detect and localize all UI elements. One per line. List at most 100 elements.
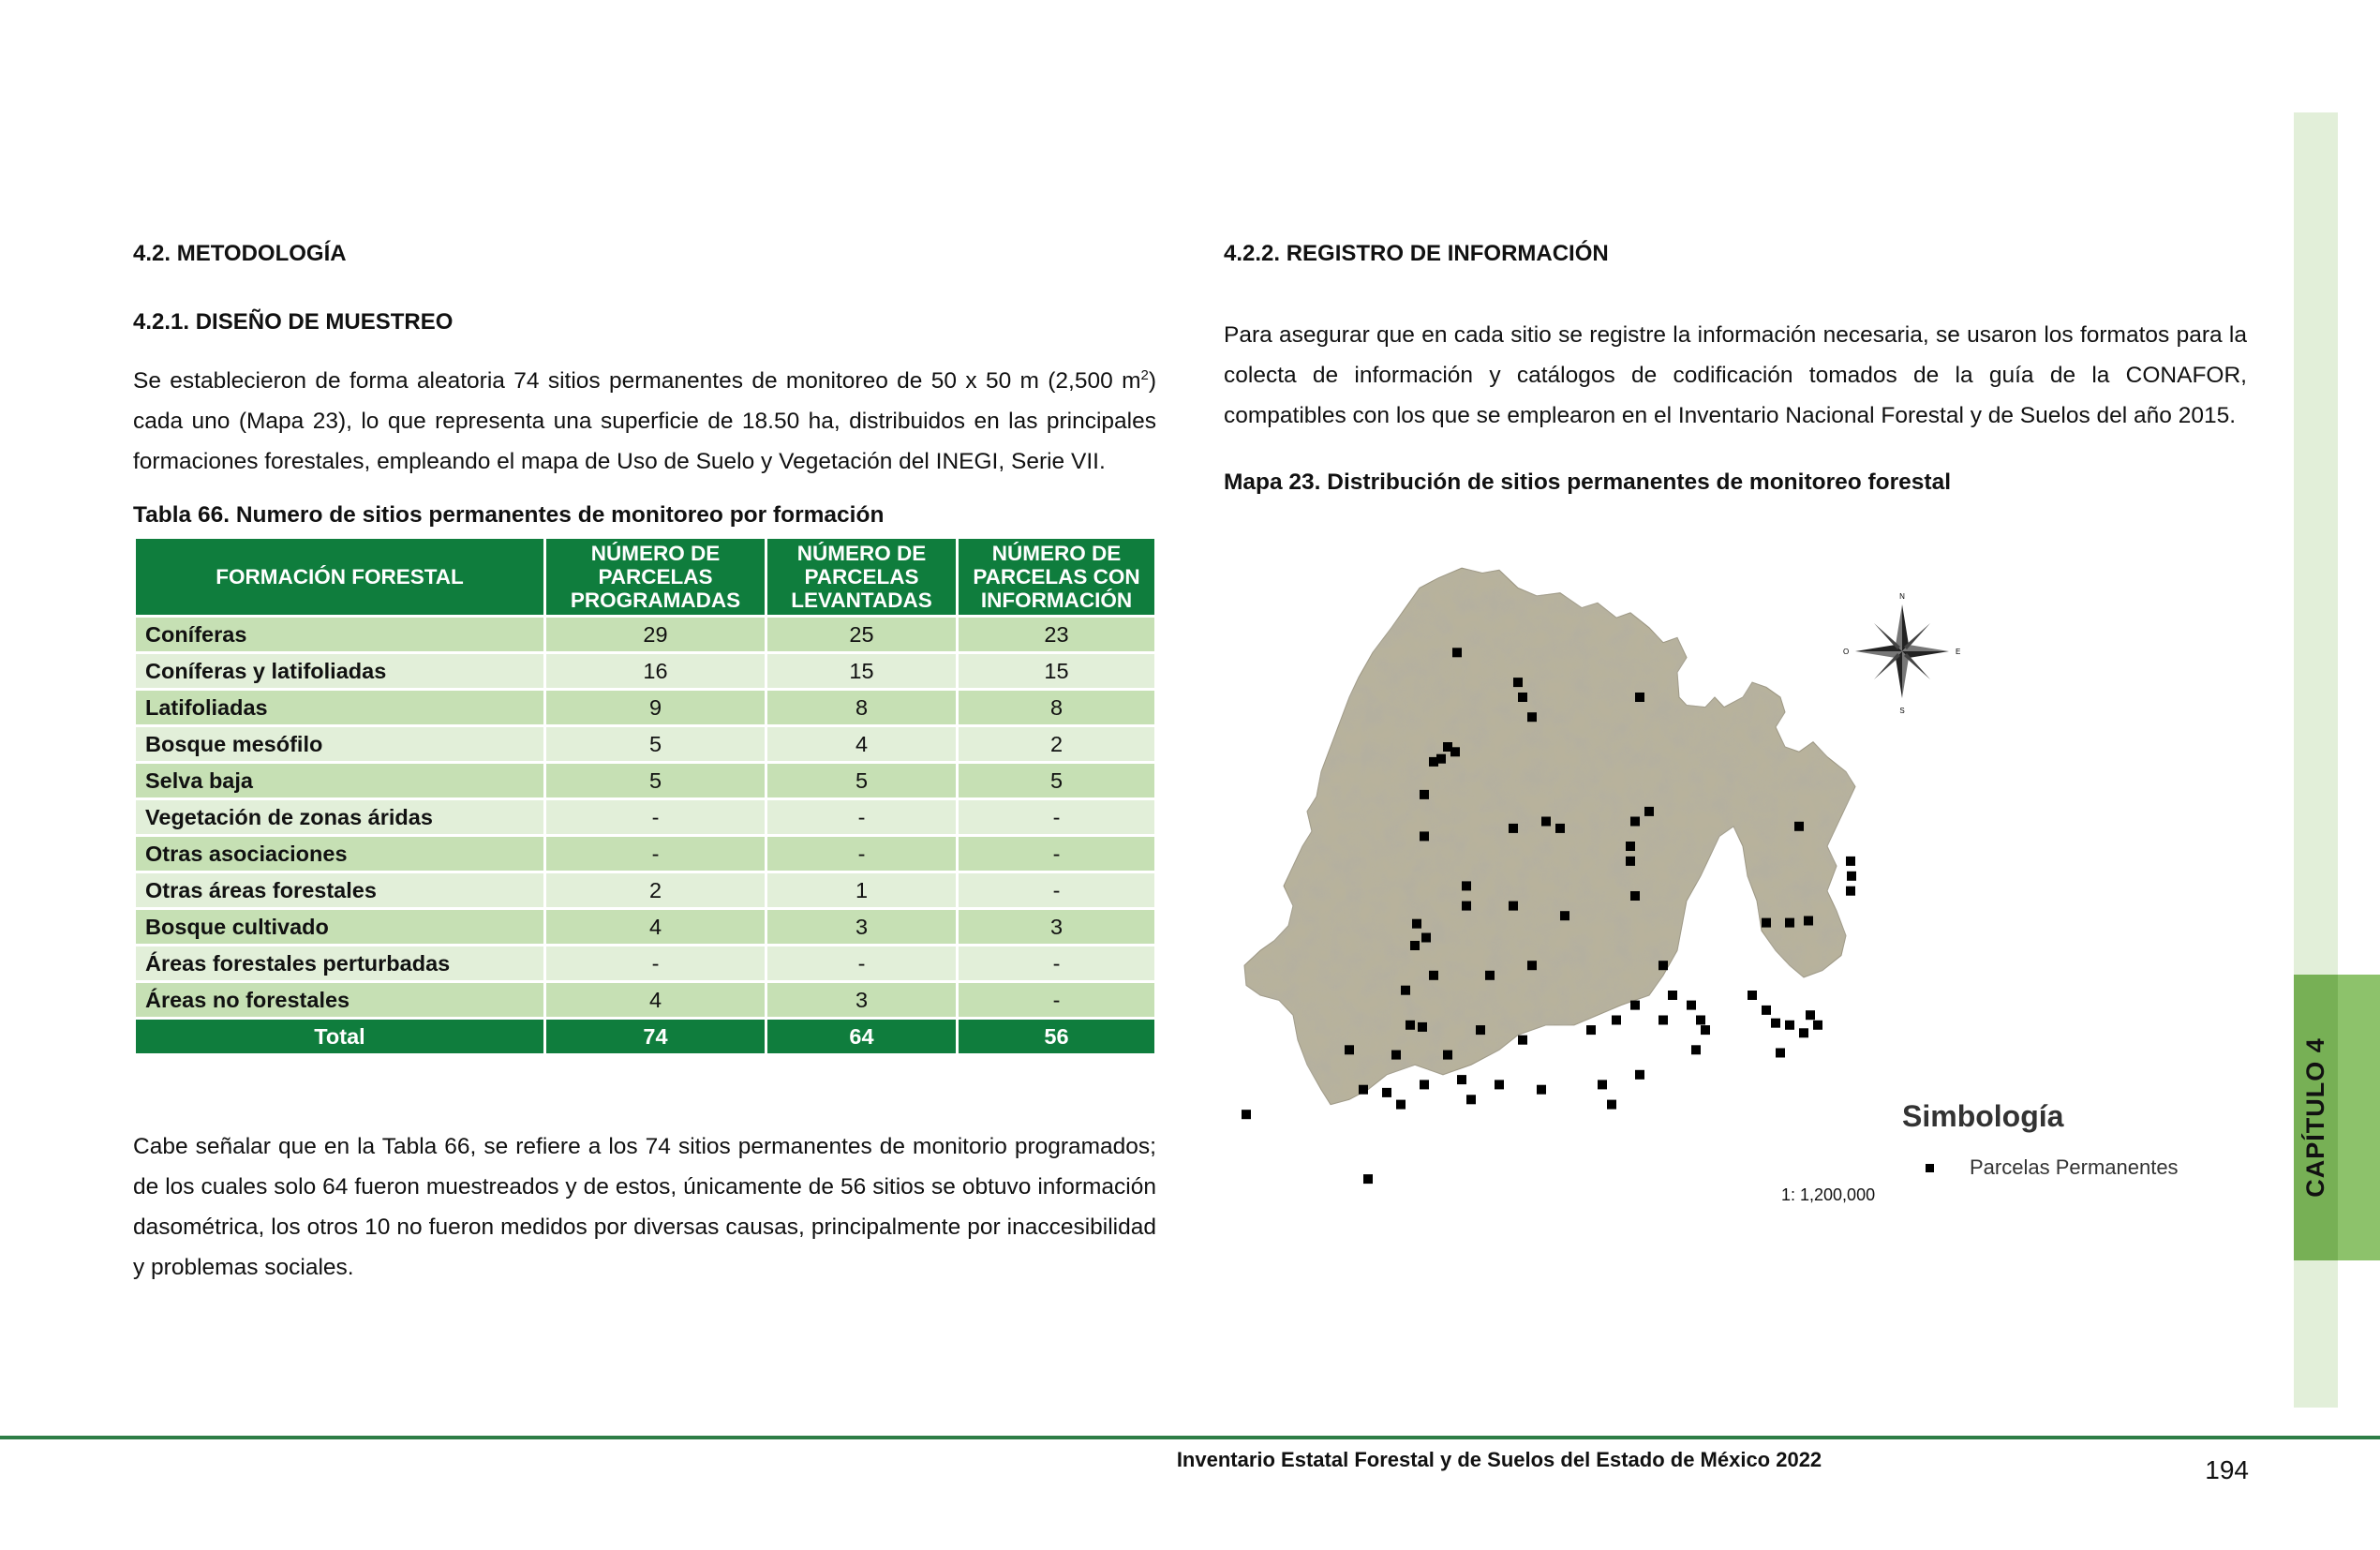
site-marker <box>1457 1075 1466 1085</box>
section-heading-registry: 4.2.2. REGISTRO DE INFORMACIÓN <box>1224 241 1609 266</box>
site-marker <box>1420 1080 1429 1090</box>
site-marker <box>1541 816 1551 827</box>
site-marker <box>1462 901 1471 911</box>
site-marker <box>1443 1050 1452 1060</box>
compass-west: O <box>1843 648 1849 656</box>
table-cell-value: 8 <box>956 688 1157 727</box>
site-marker <box>1630 816 1640 827</box>
site-marker <box>1635 1069 1644 1080</box>
site-marker <box>1626 856 1635 866</box>
site-marker <box>1418 1021 1427 1032</box>
site-marker <box>1476 1025 1485 1036</box>
site-marker <box>1785 917 1794 928</box>
map-caption: Mapa 23. Distribución de sitios permanen… <box>1224 469 1952 495</box>
table-cell-formation: Latifoliadas <box>133 688 546 727</box>
table-cell-formation: Selva baja <box>133 761 546 800</box>
table-row: Otras áreas forestales 2 1- <box>133 871 1157 910</box>
table-cell-value: 3 <box>956 907 1157 946</box>
table-cell-value: 4 <box>765 724 959 764</box>
site-marker <box>1396 1099 1406 1110</box>
table-cell-value: 5 <box>765 761 959 800</box>
chapter-tab-inner <box>2294 975 2338 1260</box>
site-marker <box>1560 911 1569 921</box>
table-cell-formation: Vegetación de zonas áridas <box>133 797 546 837</box>
table-cell-formation: Coníferas <box>133 615 546 654</box>
table-row: Otras asociaciones - - - <box>133 834 1157 873</box>
table-cell-value: 25 <box>765 615 959 654</box>
footer-rule <box>0 1436 2380 1439</box>
site-marker <box>1401 985 1410 995</box>
chapter-label: CAPÍTULO 4 <box>2294 975 2338 1260</box>
table-cell-value: 29 <box>543 615 767 654</box>
paragraph-table-note: Cabe señalar que en la Tabla 66, se refi… <box>133 1134 1156 1280</box>
table-cell-formation: Otras áreas forestales <box>133 871 546 910</box>
table-row: Latifoliadas 9 8 8 <box>133 688 1157 727</box>
table-cell-formation: Áreas no forestales <box>133 980 546 1020</box>
table-row: Bosque cultivado 4 3 3 <box>133 907 1157 946</box>
site-marker <box>1345 1045 1354 1055</box>
site-marker <box>1485 970 1495 980</box>
table-row: Selva baja 5 5 5 <box>133 761 1157 800</box>
site-marker <box>1420 831 1429 842</box>
compass-rose-icon: N S E O <box>1843 592 1960 715</box>
table-caption: Tabla 66. Numero de sitios permanentes d… <box>133 502 885 528</box>
table-cell-value: 5 <box>543 724 767 764</box>
paragraph-sampling: Se establecieron de forma aleatoria 74 s… <box>133 355 1156 482</box>
compass-south: S <box>1899 707 1904 715</box>
table-cell-value: - <box>543 834 767 873</box>
site-marker <box>1527 712 1537 723</box>
site-marker <box>1513 678 1523 688</box>
table-cell-formation: Coníferas y latifoliadas <box>133 651 546 691</box>
site-marker <box>1518 1035 1527 1045</box>
site-marker <box>1776 1048 1785 1058</box>
site-marker <box>1644 806 1654 816</box>
page-number: 194 <box>2205 1455 2249 1484</box>
table-cell-value: 15 <box>765 651 959 691</box>
table-cell-value: 5 <box>956 761 1157 800</box>
table-row: Bosque mesófilo 5 4 2 <box>133 724 1157 764</box>
table-cell-formation: Bosque mesófilo <box>133 724 546 764</box>
site-marker <box>1429 756 1438 767</box>
site-marker <box>1495 1080 1504 1090</box>
paragraph-registry: Para asegurar que en cada sitio se regis… <box>1224 322 2247 428</box>
site-marker <box>1806 1010 1815 1021</box>
legend-title: Simbología <box>1902 1099 2064 1133</box>
table-total-row: Total 74 64 56 <box>133 1017 1157 1056</box>
state-territory <box>1243 567 1856 1106</box>
site-marker <box>1794 821 1804 831</box>
site-marker <box>1659 961 1668 971</box>
site-marker <box>1701 1025 1710 1036</box>
site-marker <box>1462 881 1471 891</box>
superscript: 2 <box>1140 367 1149 383</box>
table-row: Vegetación de zonas áridas - - - <box>133 797 1157 837</box>
site-marker <box>1696 1015 1705 1025</box>
table-cell-value: 8 <box>765 688 959 727</box>
site-marker <box>1443 742 1452 752</box>
site-marker <box>1659 1015 1668 1025</box>
site-marker <box>1421 932 1431 943</box>
site-marker <box>1586 1025 1596 1036</box>
site-marker <box>1847 871 1856 881</box>
site-marker <box>1691 1045 1701 1055</box>
table-cell-value: - <box>765 944 959 983</box>
legend-item-label: Parcelas Permanentes <box>1970 1155 2179 1179</box>
table-cell-value: 23 <box>956 615 1157 654</box>
section-heading-sampling: 4.2.1. DISEÑO DE MUESTREO <box>133 309 454 335</box>
table-cell-value: - <box>956 944 1157 983</box>
site-marker <box>1410 941 1420 950</box>
table-cell-value: - <box>543 797 767 837</box>
site-marker <box>1509 823 1518 833</box>
table-cell-formation: Áreas forestales perturbadas <box>133 944 546 983</box>
site-marker <box>1382 1087 1391 1097</box>
footer-title: Inventario Estatal Forestal y de Suelos … <box>1176 1448 1822 1471</box>
map-scale: 1: 1,200,000 <box>1781 1185 1876 1204</box>
map-svg: N S E O <box>1242 567 1960 1185</box>
site-marker <box>1466 1095 1476 1105</box>
site-marker <box>1363 1174 1373 1185</box>
site-marker <box>1804 916 1813 926</box>
site-marker <box>1630 1000 1640 1010</box>
table-cell-value: 5 <box>543 761 767 800</box>
table-cell-value: 2 <box>543 871 767 910</box>
table-cell-value: 16 <box>543 651 767 691</box>
paragraph-sampling-a: Se establecieron de forma aleatoria 74 s… <box>133 368 1141 395</box>
